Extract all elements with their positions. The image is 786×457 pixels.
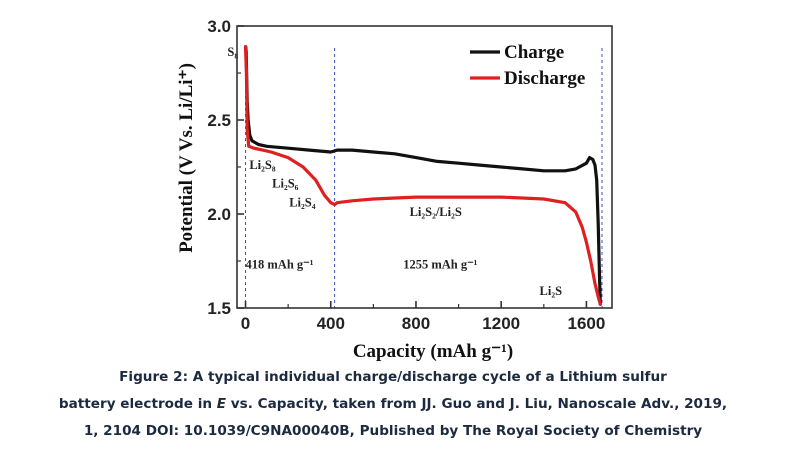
x-tick-label-3: 1200 <box>482 314 520 333</box>
annotation-7: Li₂S <box>540 284 563 298</box>
caption-line-3: 1, 2104 DOI: 10.1039/C9NA00040B, Publish… <box>83 423 703 439</box>
caption-line-1: Figure 2: A typical individual charge/di… <box>119 369 667 385</box>
y-tick-label-0: 1.5 <box>207 299 231 318</box>
legend: Charge Discharge <box>470 42 585 89</box>
caption-line-2: battery electrode in E vs. Capacity, tak… <box>0 391 786 418</box>
x-tick-label-0: 0 <box>241 314 250 333</box>
legend-label-discharge: Discharge <box>504 68 585 89</box>
legend-label-charge: Charge <box>504 42 564 63</box>
y-tick-label-2: 2.5 <box>207 111 231 130</box>
y-tick-label-1: 2.0 <box>207 205 231 224</box>
annotation-0: S₈ <box>227 45 238 59</box>
x-tick-label-2: 800 <box>402 314 430 333</box>
series-line-discharge <box>243 45 602 306</box>
x-tick-label-1: 400 <box>317 314 345 333</box>
caption-italic-e: E <box>216 396 227 412</box>
x-axis-title: Capacity (mAh g⁻¹) <box>353 341 513 362</box>
chart: 1.5 2.0 2.5 3.0 0 400 800 1200 1600 S₈ Li₂S₈ Li₂S₆ L… <box>176 17 613 362</box>
annotation-6: 1255 mAh g⁻¹ <box>403 258 477 272</box>
caption-line-2-start: battery electrode in <box>58 396 217 412</box>
annotation-1: Li₂S₈ <box>249 158 276 172</box>
annotation-3: Li₂S₄ <box>289 195 316 209</box>
annotation-2: Li₂S₆ <box>272 177 299 191</box>
figure-caption: Figure 2: A typical individual charge/di… <box>0 364 786 445</box>
y-axis-title: Potential (V Vs. Li/Li⁺) <box>176 63 197 253</box>
annotation-4: Li₂S₂/Li₂S <box>410 205 462 219</box>
plot-area: 1.5 2.0 2.5 3.0 0 400 800 1200 1600 S₈ Li₂S₈ Li₂S₆ L… <box>207 17 613 333</box>
annotation-5: 418 mAh g⁻¹ <box>246 258 314 272</box>
caption-line-2-end: vs. Capacity, taken from JJ. Guo and J. … <box>226 396 728 412</box>
series-line-charge <box>244 45 602 306</box>
y-tick-label-3: 3.0 <box>207 17 231 36</box>
x-tick-label-4: 1600 <box>568 314 606 333</box>
